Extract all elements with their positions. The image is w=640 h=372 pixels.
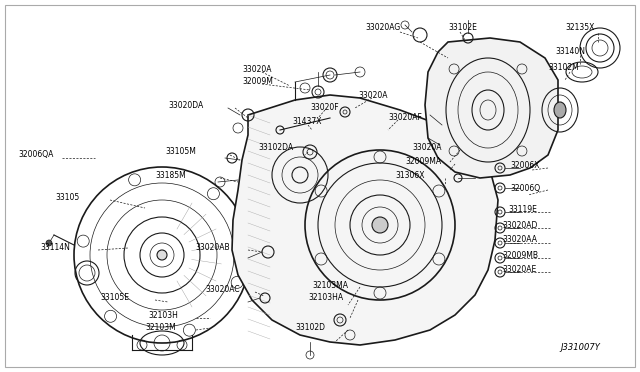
Text: J331007Y: J331007Y bbox=[560, 343, 600, 353]
Text: 32103MA: 32103MA bbox=[312, 280, 348, 289]
Text: 32006QA: 32006QA bbox=[18, 151, 53, 160]
Text: 31306X: 31306X bbox=[395, 170, 424, 180]
Text: 33020A: 33020A bbox=[242, 65, 271, 74]
Circle shape bbox=[46, 240, 52, 246]
Text: 32103H: 32103H bbox=[148, 311, 178, 320]
Text: 33020AF: 33020AF bbox=[388, 113, 422, 122]
Text: 33102E: 33102E bbox=[448, 23, 477, 32]
Ellipse shape bbox=[554, 102, 566, 118]
Text: 33114N: 33114N bbox=[40, 244, 70, 253]
Text: 32103HA: 32103HA bbox=[308, 294, 343, 302]
Text: 33102M: 33102M bbox=[548, 64, 579, 73]
Text: 33020DA: 33020DA bbox=[168, 100, 204, 109]
Text: 33185M: 33185M bbox=[155, 170, 186, 180]
Text: 33020AA: 33020AA bbox=[502, 235, 537, 244]
Text: 33140N: 33140N bbox=[555, 48, 585, 57]
Text: 32006X: 32006X bbox=[510, 160, 540, 170]
Text: 33020A: 33020A bbox=[358, 90, 387, 99]
Polygon shape bbox=[232, 95, 498, 345]
Text: 32009MB: 32009MB bbox=[502, 250, 538, 260]
Text: 32006Q: 32006Q bbox=[510, 183, 540, 192]
Text: 32009M: 32009M bbox=[242, 77, 273, 87]
Ellipse shape bbox=[157, 250, 167, 260]
Text: 33119E: 33119E bbox=[508, 205, 537, 215]
Ellipse shape bbox=[372, 217, 388, 233]
Text: 33102DA: 33102DA bbox=[258, 144, 293, 153]
Text: 33020AE: 33020AE bbox=[502, 266, 536, 275]
Text: 33102D: 33102D bbox=[295, 324, 325, 333]
Text: 33105E: 33105E bbox=[100, 294, 129, 302]
Text: 33105: 33105 bbox=[55, 193, 79, 202]
Text: 33020AB: 33020AB bbox=[195, 244, 230, 253]
Text: 33020A: 33020A bbox=[412, 144, 442, 153]
Polygon shape bbox=[425, 38, 558, 178]
Text: 31437X: 31437X bbox=[292, 118, 321, 126]
Text: 33105M: 33105M bbox=[165, 148, 196, 157]
Text: 33020AD: 33020AD bbox=[502, 221, 538, 230]
Text: 33020AG: 33020AG bbox=[365, 23, 400, 32]
Text: 32009MA: 32009MA bbox=[405, 157, 441, 167]
Text: 33020AC: 33020AC bbox=[205, 285, 239, 295]
Text: 33020F: 33020F bbox=[310, 103, 339, 112]
Text: 32135X: 32135X bbox=[565, 23, 595, 32]
Text: 32103M: 32103M bbox=[145, 324, 176, 333]
